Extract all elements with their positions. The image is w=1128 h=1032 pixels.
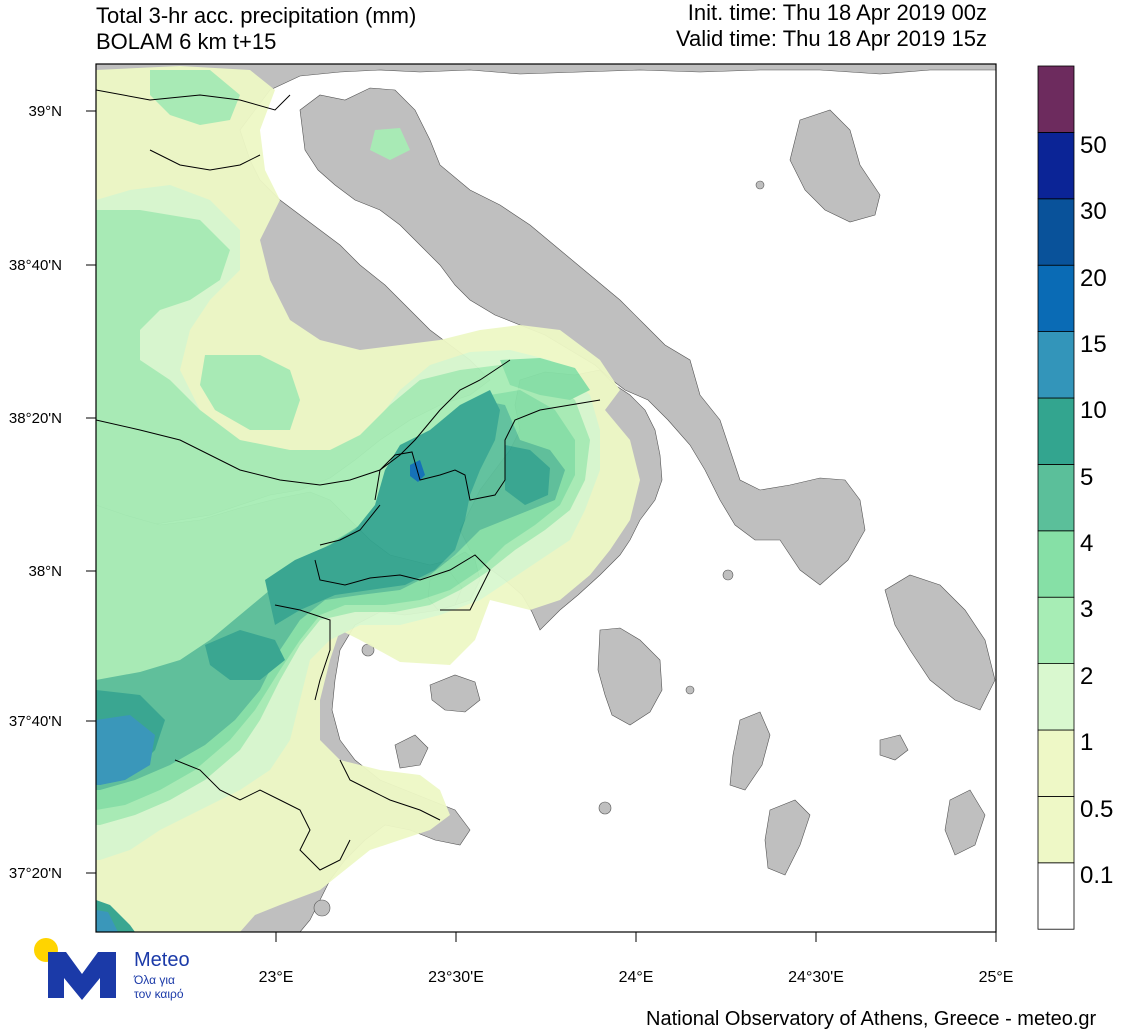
lon-labels: 23°E 23°30'E 24°E 24°30'E 25°E xyxy=(259,969,1014,986)
brand-name: Meteo xyxy=(134,949,190,971)
brand-tagline-1: Όλα για xyxy=(133,973,175,987)
legend-label-0p5: 0.5 xyxy=(1080,796,1113,823)
legend-label-0p1: 0.1 xyxy=(1080,862,1113,889)
legend-swatch-1 xyxy=(1037,796,1075,864)
lat-label-2: 38°40'N xyxy=(9,257,62,274)
lon-label-3: 24°E xyxy=(619,969,654,986)
m-logo-icon xyxy=(48,952,116,1000)
title-model: BOLAM 6 km t+15 xyxy=(96,29,277,54)
land-kea xyxy=(597,627,663,726)
land-syros xyxy=(879,734,909,761)
precip-5 xyxy=(96,390,550,932)
legend-swatch-7 xyxy=(1037,397,1075,465)
land-evia xyxy=(299,87,866,586)
land-serifos xyxy=(764,799,811,876)
land-islet-2 xyxy=(685,685,695,695)
map-area xyxy=(96,64,996,932)
brand-tagline-2: τον καιρό xyxy=(134,987,184,1001)
legend-label-1: 1 xyxy=(1080,729,1093,756)
legend-swatch-9 xyxy=(1037,264,1075,332)
land-islet-5 xyxy=(313,899,331,917)
land-islet-1 xyxy=(598,801,612,815)
land-skyros xyxy=(789,109,881,223)
lon-label-1: 23°E xyxy=(259,969,294,986)
legend-label-4: 4 xyxy=(1080,530,1093,557)
legend-swatch-4 xyxy=(1037,596,1075,665)
title-variable: Total 3-hr acc. precipitation (mm) xyxy=(96,3,417,28)
legend-labels: 50 30 20 15 10 5 4 3 2 1 0.5 0.1 xyxy=(1080,132,1113,889)
land-islet-4 xyxy=(755,180,765,190)
legend-swatch-0 xyxy=(1037,862,1075,930)
lon-label-2: 23°30'E xyxy=(428,969,484,986)
land-kythnos xyxy=(729,711,771,791)
land-andros xyxy=(884,574,996,711)
legend-label-20: 20 xyxy=(1080,265,1107,292)
land-aegina xyxy=(429,674,481,713)
lat-labels: 39°N 38°40'N 38°20'N 38°N 37°40'N 37°20'… xyxy=(9,103,62,882)
meteo-logo: Meteo Όλα για τον καιρό xyxy=(34,938,190,1001)
legend-swatch-12 xyxy=(1037,65,1075,133)
precip-10 xyxy=(96,715,155,932)
valid-time: Valid time: Thu 18 Apr 2019 15z xyxy=(675,26,987,51)
legend-swatch-11 xyxy=(1037,132,1075,200)
lat-label-6: 37°20'N xyxy=(9,865,62,882)
legend-boxes xyxy=(1037,65,1075,930)
land-islet-3 xyxy=(722,569,734,581)
lat-label-5: 37°40'N xyxy=(9,713,62,730)
admin-borders xyxy=(96,89,601,871)
legend-label-50: 50 xyxy=(1080,132,1107,159)
lon-label-4: 24°30'E xyxy=(788,969,844,986)
legend-label-15: 15 xyxy=(1080,331,1107,358)
init-time: Init. time: Thu 18 Apr 2019 00z xyxy=(687,0,987,25)
legend-swatch-2 xyxy=(1037,729,1075,797)
color-legend: 50 30 20 15 10 5 4 3 2 1 0.5 0.1 xyxy=(1037,65,1113,930)
land-poros xyxy=(394,734,429,769)
lat-label-4: 38°N xyxy=(28,563,62,580)
lat-label-3: 38°20'N xyxy=(9,410,62,427)
lat-ticks xyxy=(86,110,96,874)
precipitation-fields xyxy=(96,66,640,932)
footer-credit: National Observatory of Athens, Greece -… xyxy=(646,1008,1097,1030)
time-info: Init. time: Thu 18 Apr 2019 00z Valid ti… xyxy=(676,0,987,52)
legend-swatch-3 xyxy=(1037,663,1075,731)
lat-label-1: 39°N xyxy=(28,103,62,120)
map-title: Total 3-hr acc. precipitation (mm) BOLAM… xyxy=(96,3,416,55)
legend-label-30: 30 xyxy=(1080,198,1107,225)
legend-swatch-6 xyxy=(1037,463,1075,532)
legend-label-2: 2 xyxy=(1080,663,1093,690)
legend-swatch-5 xyxy=(1037,530,1075,598)
legend-label-10: 10 xyxy=(1080,397,1107,424)
lon-label-5: 25°E xyxy=(979,969,1014,986)
lon-ticks xyxy=(275,932,997,942)
land-tinos xyxy=(944,789,986,856)
legend-swatch-10 xyxy=(1037,198,1075,266)
map-frame xyxy=(95,63,997,933)
legend-swatch-8 xyxy=(1037,331,1075,399)
legend-label-5: 5 xyxy=(1080,464,1093,491)
legend-label-3: 3 xyxy=(1080,596,1093,623)
